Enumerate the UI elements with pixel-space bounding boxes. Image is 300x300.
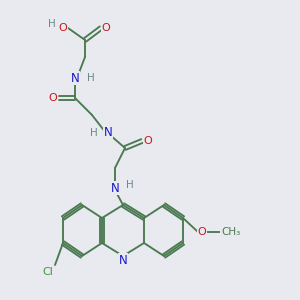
Text: N: N [103,127,112,140]
Text: O: O [144,136,152,146]
Text: H: H [126,180,134,190]
Text: O: O [58,23,68,33]
Text: H: H [48,19,56,29]
Text: O: O [49,93,57,103]
Text: CH₃: CH₃ [221,227,240,237]
Text: N: N [111,182,119,194]
Text: H: H [90,128,98,138]
Text: O: O [198,227,206,237]
Text: O: O [102,23,110,33]
Text: N: N [118,254,127,266]
Text: H: H [87,73,95,83]
Text: Cl: Cl [43,267,53,277]
Text: N: N [70,71,80,85]
